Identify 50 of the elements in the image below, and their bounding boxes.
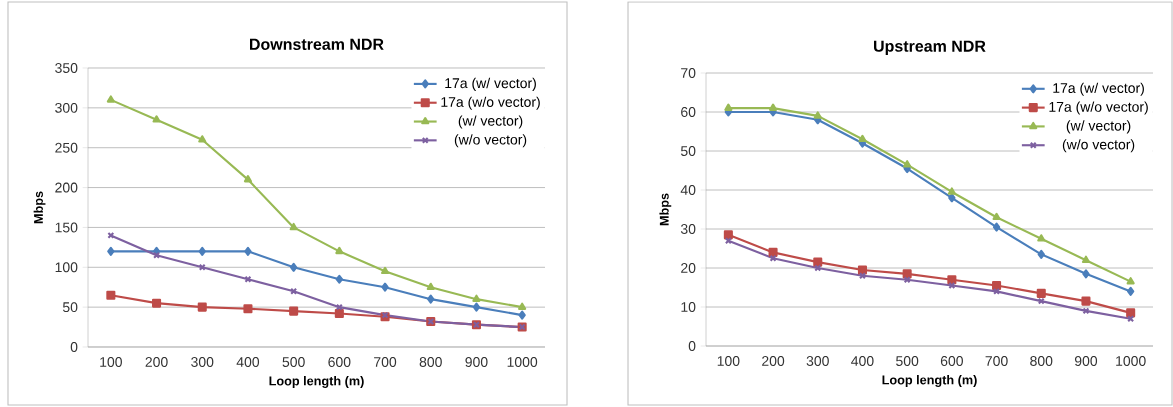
x-tick-label: 700 bbox=[374, 357, 397, 367]
x-axis-title: Loop length (m) bbox=[269, 376, 364, 388]
y-tick-label: 20 bbox=[681, 263, 696, 273]
x-tick-label: 600 bbox=[940, 356, 963, 366]
y-tick-label: 200 bbox=[55, 182, 78, 193]
y-tick-label: 10 bbox=[681, 302, 696, 312]
y-tick-label: 30 bbox=[680, 224, 696, 234]
y-tick-label: 70 bbox=[681, 68, 696, 78]
y-tick-label: 250 bbox=[55, 142, 78, 153]
x-tick-label: 800 bbox=[419, 357, 442, 367]
y-tick-label: 0 bbox=[688, 341, 696, 351]
y-axis-title: Mbps bbox=[33, 191, 46, 224]
y-axis-title: Mbps bbox=[659, 193, 672, 226]
x-axis-title: Loop length (m) bbox=[882, 375, 977, 387]
chart-title: Upstream NDR bbox=[874, 40, 986, 55]
x-tick-label: 1000 bbox=[507, 357, 538, 367]
y-tick-label: 0 bbox=[70, 342, 78, 352]
y-tick-label: 350 bbox=[55, 63, 78, 73]
legend-label: 17a (w/ vector) bbox=[1053, 82, 1144, 96]
legend-label: 17a (w/o vector) bbox=[1049, 101, 1148, 115]
y-tick-label: 40 bbox=[680, 185, 696, 195]
y-tick-label: 60 bbox=[681, 107, 696, 117]
x-tick-label: 100 bbox=[717, 356, 740, 366]
x-tick-label: 900 bbox=[465, 357, 488, 367]
x-tick-label: 700 bbox=[985, 356, 1008, 366]
y-tick-label: 50 bbox=[62, 302, 78, 313]
x-tick-label: 500 bbox=[282, 357, 305, 367]
legend-label: (w/ vector) bbox=[458, 115, 523, 129]
legend-label: 17a (w/o vector) bbox=[441, 96, 540, 110]
x-tick-label: 200 bbox=[762, 356, 785, 366]
x-tick-label: 400 bbox=[236, 357, 260, 367]
y-tick-label: 150 bbox=[55, 222, 78, 233]
y-tick-label: 100 bbox=[55, 262, 78, 273]
x-tick-label: 100 bbox=[100, 357, 122, 367]
legend-label: 17a (w/ vector) bbox=[445, 77, 536, 91]
x-tick-label: 900 bbox=[1074, 356, 1098, 366]
legend-label: (w/o vector) bbox=[1062, 139, 1135, 153]
x-tick-label: 200 bbox=[145, 357, 168, 367]
x-tick-label: 500 bbox=[896, 356, 919, 366]
x-tick-label: 300 bbox=[191, 357, 214, 367]
x-tick-label: 300 bbox=[806, 356, 829, 366]
x-tick-label: 600 bbox=[328, 357, 351, 367]
x-tick-label: 400 bbox=[851, 356, 874, 366]
x-tick-label: 800 bbox=[1030, 356, 1053, 366]
legend-label: (w/ vector) bbox=[1066, 120, 1131, 134]
chart-title: Downstream NDR bbox=[250, 38, 384, 50]
legend-label: (w/o vector) bbox=[454, 134, 527, 148]
y-tick-label: 300 bbox=[55, 102, 78, 113]
x-tick-label: 1000 bbox=[1116, 356, 1146, 366]
y-tick-label: 50 bbox=[680, 146, 696, 156]
